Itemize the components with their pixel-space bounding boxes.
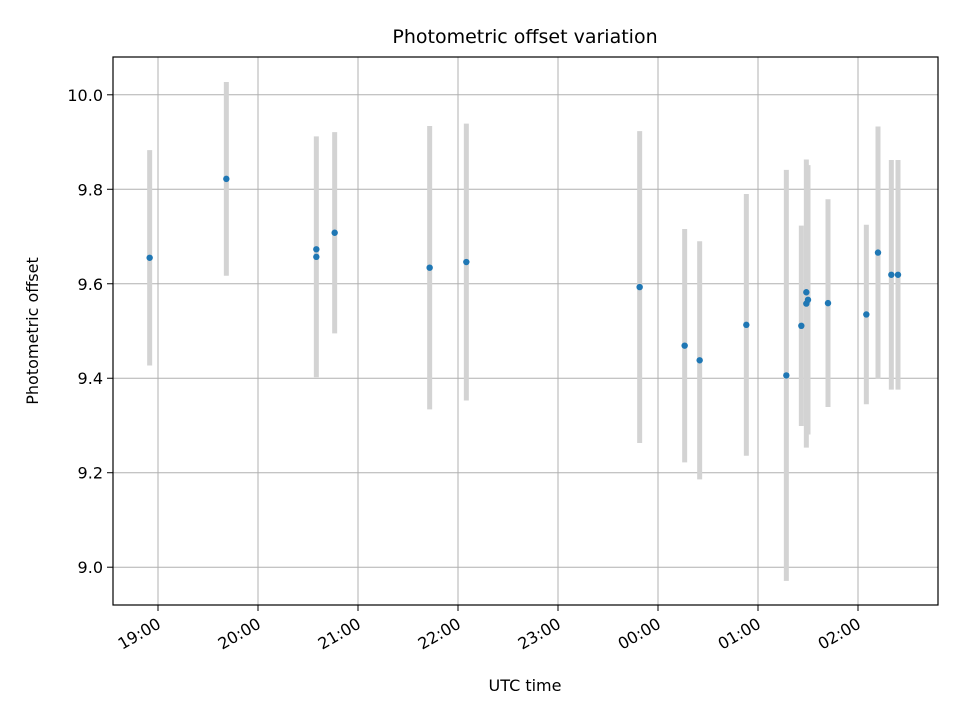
x-tick-label: 20:00 <box>215 614 264 654</box>
data-point <box>824 299 832 307</box>
data-point <box>463 258 470 266</box>
data-point <box>331 229 338 236</box>
data-point <box>888 271 895 278</box>
x-axis-ticks: 19:00 20:00 21:00 22:00 23:00 00:00 01:00 02:00 <box>115 605 864 654</box>
data-point <box>803 289 810 296</box>
x-tick-label: 19:00 <box>115 614 164 654</box>
data-point <box>743 321 750 329</box>
data-point <box>426 264 433 271</box>
plot-frame <box>112 56 939 606</box>
data-point <box>681 342 688 349</box>
x-axis-label: UTC time <box>489 676 562 695</box>
data-point <box>146 254 153 261</box>
y-tick-label: 9.8 <box>78 180 103 199</box>
x-tick-label: 21:00 <box>315 614 364 654</box>
x-tick-label: 22:00 <box>415 614 464 654</box>
x-tick-label: 02:00 <box>815 614 864 654</box>
data-point <box>783 372 790 379</box>
y-axis-label: Photometric offset <box>23 257 42 405</box>
error-bars <box>147 82 901 581</box>
y-tick-label: 9.0 <box>78 558 103 577</box>
y-tick-label: 9.2 <box>78 464 103 483</box>
y-axis-ticks: 9.0 9.2 9.4 9.6 9.8 10.0 <box>67 86 113 577</box>
grid <box>113 57 938 605</box>
x-tick-label: 01:00 <box>715 614 764 654</box>
data-point <box>874 249 882 256</box>
data-point <box>798 322 805 330</box>
data-point <box>894 271 902 278</box>
data-point <box>223 175 230 183</box>
y-tick-label: 10.0 <box>67 86 103 105</box>
data-point <box>804 296 812 304</box>
data-point <box>313 246 320 253</box>
data-points <box>146 175 902 379</box>
chart-title: Photometric offset variation <box>392 26 657 48</box>
data-point <box>863 311 870 318</box>
data-point <box>313 253 320 261</box>
x-tick-label: 00:00 <box>615 614 664 654</box>
data-point <box>636 283 643 291</box>
data-point <box>696 357 703 364</box>
y-tick-label: 9.6 <box>78 275 103 294</box>
x-tick-label: 23:00 <box>515 614 564 654</box>
y-tick-label: 9.4 <box>78 369 103 388</box>
